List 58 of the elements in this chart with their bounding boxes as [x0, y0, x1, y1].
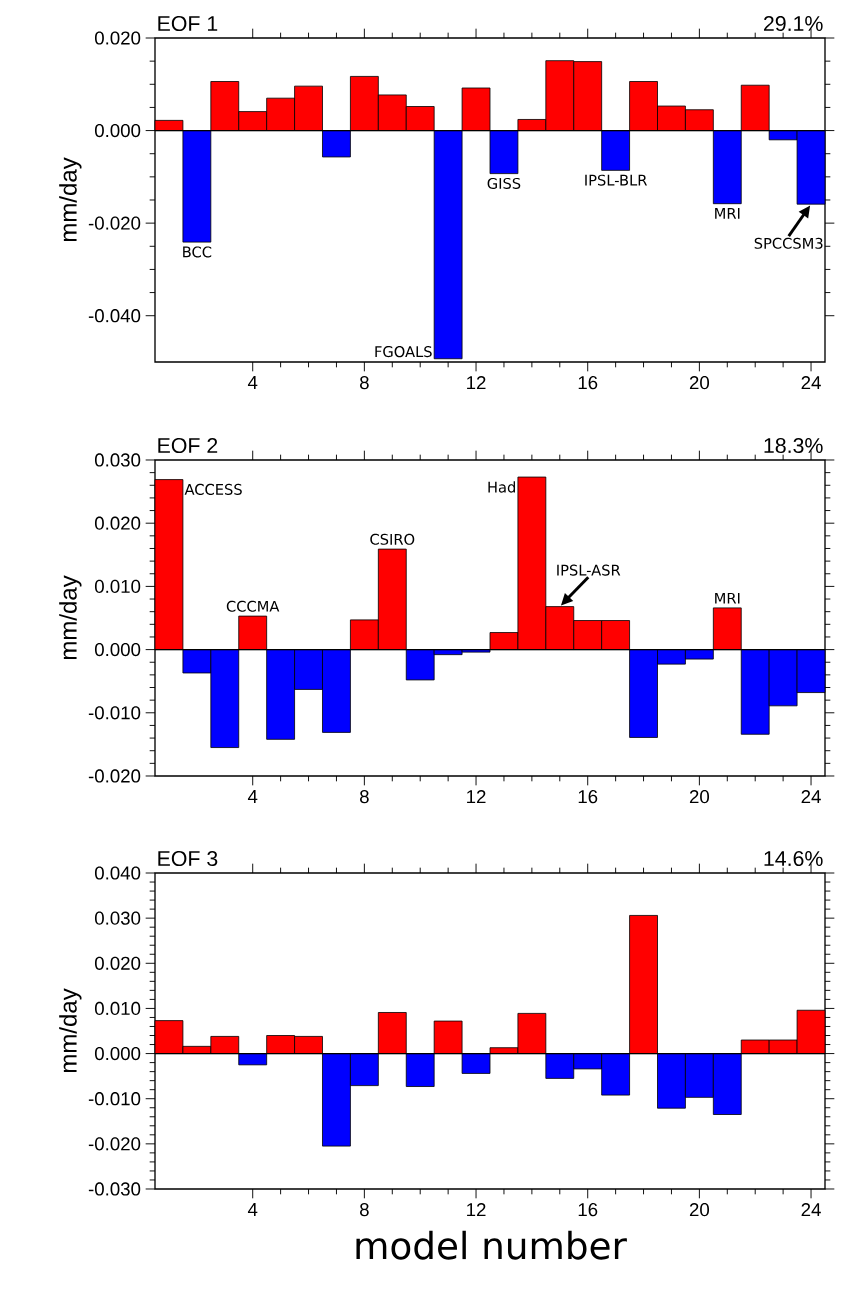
chart-subtitle: 29.1%	[763, 15, 823, 32]
y-tick-label: -0.030	[88, 1182, 141, 1196]
annotation: FGOALS	[375, 346, 432, 358]
x-tick-label: 20	[689, 1203, 710, 1217]
annotation: CCCMA	[226, 600, 280, 612]
annotation: BCC	[183, 246, 212, 258]
chart-title: EOF 2	[158, 437, 218, 454]
y-tick-label: 0.030	[94, 911, 141, 925]
annotation: SPCCSM3	[754, 237, 823, 249]
x-tick-label: 20	[689, 790, 710, 804]
chart-subtitle: 18.3%	[764, 437, 823, 454]
x-tick-label: 8	[360, 376, 369, 390]
y-tick-label: 0.040	[94, 866, 141, 880]
x-tick-label: 4	[247, 376, 258, 389]
y-tick-label: -0.010	[88, 1092, 141, 1106]
y-tick-label: 0.020	[94, 516, 141, 530]
x-tick-label: 24	[801, 1203, 821, 1217]
y-tick-label: 0.000	[94, 123, 141, 138]
y-tick-label: -0.020	[88, 216, 141, 230]
annotation: IPSL-BLR	[585, 174, 647, 186]
x-tick-label: 8	[360, 790, 369, 804]
y-axis-title: mm/day	[59, 988, 82, 1073]
y-tick-label: -0.010	[88, 706, 141, 720]
y-tick-label: 0.000	[94, 1046, 141, 1061]
annotation: Had	[488, 481, 515, 493]
annotation: ACCESS	[184, 483, 242, 495]
x-tick-label: 16	[578, 1203, 598, 1217]
y-tick-label: 0.020	[94, 31, 141, 45]
chart-title: EOF 1	[158, 15, 218, 32]
x-tick-label: 8	[360, 1203, 369, 1217]
y-tick-label: 0.030	[94, 453, 141, 467]
x-tick-label: 12	[467, 376, 486, 390]
y-tick-label: 0.010	[94, 579, 141, 594]
y-tick-label: 0.000	[94, 642, 141, 657]
y-tick-label: -0.020	[88, 769, 141, 783]
y-tick-label: -0.040	[88, 309, 141, 323]
x-tick-label: 12	[467, 1203, 486, 1217]
y-tick-label: 0.010	[94, 1001, 141, 1016]
y-axis-title: mm/day	[59, 157, 82, 242]
x-tick-label: 24	[801, 790, 821, 804]
chart-title: EOF 3	[158, 850, 218, 867]
x-tick-label: 4	[247, 1203, 258, 1216]
x-tick-label: 12	[467, 790, 486, 804]
y-tick-label: 0.020	[94, 956, 141, 970]
x-tick-label: 20	[689, 376, 710, 390]
annotation: IPSL-ASR	[557, 564, 621, 576]
chart-subtitle: 14.6%	[764, 850, 823, 867]
x-tick-label: 4	[247, 790, 258, 803]
y-tick-label: -0.020	[88, 1137, 141, 1151]
x-tick-label: 16	[578, 790, 598, 804]
x-axis-title: model number	[356, 1230, 627, 1260]
annotation: MRI	[715, 207, 740, 219]
annotation: MRI	[715, 592, 740, 604]
y-axis-title: mm/day	[59, 575, 82, 660]
annotation: GISS	[487, 177, 521, 189]
x-tick-label: 16	[578, 376, 598, 390]
annotation: CSIRO	[370, 533, 415, 545]
x-tick-label: 24	[801, 376, 821, 390]
